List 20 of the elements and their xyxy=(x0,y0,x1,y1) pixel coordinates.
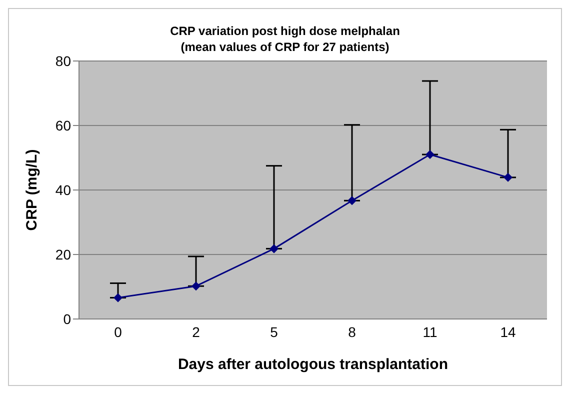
point xyxy=(114,293,122,302)
y-tick-label: 60 xyxy=(55,117,72,134)
y-tick-label: 0 xyxy=(63,310,72,327)
x-tick-label: 11 xyxy=(422,324,438,340)
x-axis-title: Days after autologous transplantation xyxy=(178,356,448,373)
y-tick-label: 20 xyxy=(55,246,72,262)
point xyxy=(192,282,200,291)
x-tick-label: 8 xyxy=(348,324,356,340)
point xyxy=(426,150,434,160)
chart-title: CRP variation post high dose melphalan (mean values of CRP for 27 patients) xyxy=(169,23,401,54)
x-tick-label: 2 xyxy=(192,324,200,340)
y-axis-title: CRP (mg/L) xyxy=(23,149,40,231)
x-tick-label: 14 xyxy=(500,324,516,340)
y-tick-label: 40 xyxy=(55,182,72,198)
point xyxy=(270,244,278,254)
point xyxy=(348,196,356,206)
y-tick-label: 80 xyxy=(55,52,72,69)
x-tick-label: 5 xyxy=(270,324,278,340)
x-tick-label: 0 xyxy=(114,324,122,340)
point xyxy=(504,172,512,182)
